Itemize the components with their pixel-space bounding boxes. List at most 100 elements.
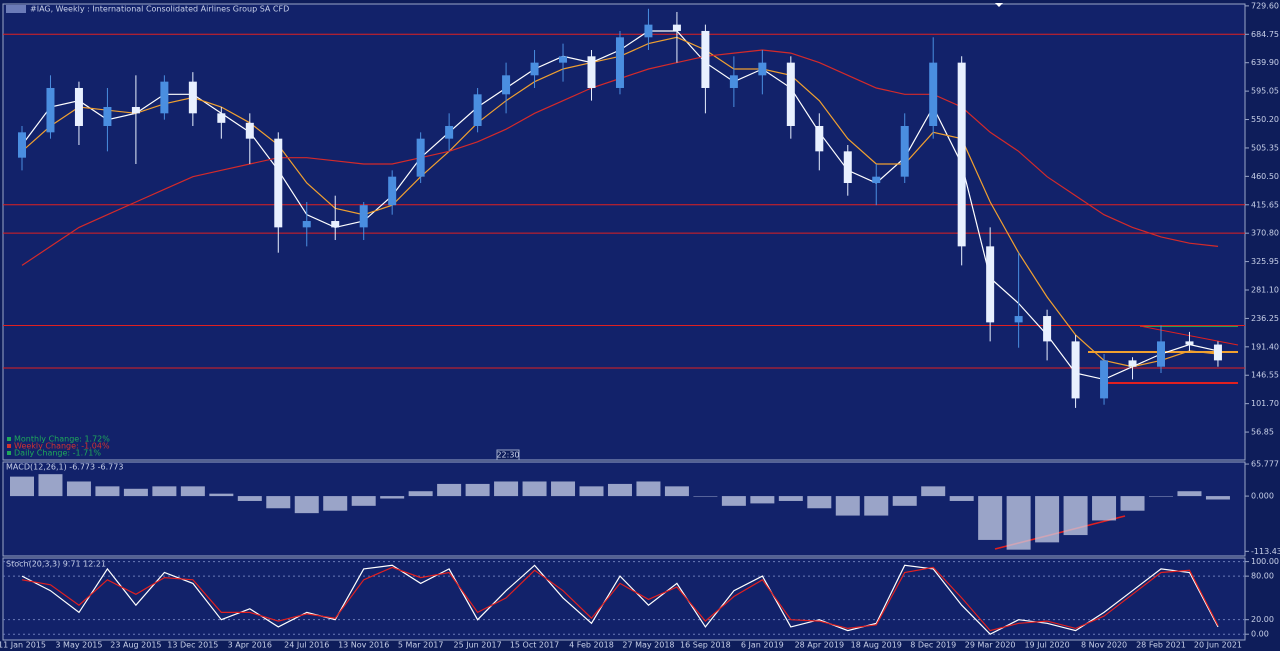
- x-tick-label: 3 Apr 2016: [228, 641, 272, 650]
- candle-body: [672, 24, 681, 31]
- y-tick-label: 595.05: [1251, 87, 1279, 96]
- y-tick-label: 281.10: [1251, 286, 1279, 295]
- info-bullet: [7, 444, 11, 448]
- histogram-bar: [750, 496, 775, 504]
- y-tick-label: 80.00: [1251, 572, 1274, 581]
- x-tick-label: 15 Oct 2017: [510, 641, 559, 650]
- histogram-bar: [778, 496, 803, 501]
- candle-body: [188, 81, 197, 114]
- x-tick-label: 6 Jan 2019: [741, 641, 784, 650]
- y-tick-label: 191.40: [1251, 342, 1279, 351]
- histogram-bar: [636, 481, 661, 497]
- shift-marker: [995, 3, 1003, 7]
- histogram-bar: [693, 496, 718, 497]
- histogram-bar: [323, 496, 348, 511]
- histogram-bar: [607, 483, 632, 497]
- histogram-bar: [949, 496, 974, 501]
- x-tick-label: 23 Aug 2015: [110, 641, 161, 650]
- candle-body: [758, 62, 767, 76]
- histogram-bar: [1149, 496, 1173, 497]
- price-panel: [2, 3, 1246, 461]
- candle-body: [957, 62, 966, 247]
- histogram-bar: [1006, 496, 1031, 550]
- y-tick-label: 101.70: [1251, 399, 1279, 408]
- candle-body: [359, 205, 368, 228]
- candle-body: [331, 221, 340, 228]
- histogram-bar: [209, 493, 234, 497]
- histogram-bar: [807, 496, 832, 509]
- candle-body: [302, 221, 311, 228]
- y-tick-label: 415.65: [1251, 200, 1279, 209]
- histogram-bar: [1177, 491, 1202, 497]
- histogram-bar: [664, 486, 689, 497]
- histogram-bar: [1205, 496, 1230, 500]
- histogram-bar: [152, 486, 177, 497]
- info-bullet: [7, 437, 11, 441]
- candle-body: [587, 56, 596, 88]
- y-tick-label: -113.432: [1251, 547, 1280, 556]
- x-tick-label: 11 Jan 2015: [0, 641, 46, 650]
- candle-body: [729, 75, 738, 88]
- x-tick-label: 8 Dec 2019: [910, 641, 956, 650]
- x-tick-label: 3 May 2015: [55, 641, 102, 650]
- x-tick-label: 27 May 2018: [622, 641, 674, 650]
- y-tick-label: 20.00: [1251, 615, 1274, 624]
- x-tick-label: 13 Nov 2016: [338, 641, 389, 650]
- candle-body: [245, 122, 254, 139]
- candle-body: [701, 30, 710, 88]
- candle-body: [445, 125, 454, 139]
- x-tick-label: 18 Aug 2019: [851, 641, 902, 650]
- stoch-line: [21, 564, 1219, 635]
- histogram-bar: [864, 496, 889, 516]
- panel-title: Stoch(20,3,3) 9.71 12.21: [6, 560, 106, 569]
- histogram-bar: [66, 481, 91, 497]
- x-tick-label: 16 Sep 2018: [680, 641, 731, 650]
- y-tick-label: 0.00: [1251, 630, 1269, 639]
- histogram-bar: [522, 481, 547, 497]
- x-tick-label: 25 Jun 2017: [454, 641, 502, 650]
- histogram-bar: [351, 496, 376, 506]
- candle-body: [530, 62, 539, 76]
- candle-body: [131, 106, 140, 114]
- histogram-bar: [892, 496, 917, 506]
- x-tick-label: 4 Feb 2018: [569, 641, 614, 650]
- histogram-bar: [95, 486, 120, 497]
- candle-body: [103, 106, 112, 126]
- histogram-bar: [408, 491, 433, 497]
- histogram-bar: [10, 476, 34, 497]
- y-tick-label: 146.55: [1251, 371, 1279, 380]
- x-tick-label: 19 Jul 2020: [1024, 641, 1069, 650]
- histogram-bar: [380, 496, 405, 499]
- candle-body: [46, 87, 55, 133]
- histogram-bar: [1092, 496, 1117, 521]
- candle-body: [986, 246, 995, 323]
- candle-body: [615, 37, 624, 88]
- y-tick-label: 370.80: [1251, 229, 1279, 238]
- candle-body: [388, 176, 397, 206]
- y-tick-label: 65.777: [1251, 460, 1279, 469]
- histogram-bar: [237, 496, 262, 501]
- candle-body: [1043, 316, 1052, 342]
- y-tick-label: 100.00: [1251, 557, 1279, 566]
- x-tick-label: 29 Mar 2020: [965, 641, 1016, 650]
- candle-body: [1014, 316, 1023, 323]
- time-label: 22:30: [496, 451, 519, 460]
- y-tick-label: 729.60: [1251, 1, 1279, 10]
- candle-body: [416, 138, 425, 177]
- candle-body: [815, 125, 824, 152]
- histogram-bar: [1120, 496, 1145, 511]
- histogram-bar: [437, 483, 462, 497]
- y-tick-label: 325.95: [1251, 257, 1279, 266]
- stoch-panel: [2, 557, 1246, 641]
- candle-body: [786, 62, 795, 126]
- histogram-bar: [123, 488, 148, 497]
- candle-body: [74, 87, 83, 126]
- x-tick-label: 24 Jul 2016: [284, 641, 329, 650]
- histogram-bar: [1063, 496, 1088, 536]
- y-tick-label: 56.85: [1251, 428, 1274, 437]
- candle-body: [872, 176, 881, 184]
- candle-body: [18, 132, 26, 158]
- candle-body: [559, 56, 568, 63]
- panel-title: MACD(12,26,1) -6.773 -6.773: [6, 463, 123, 472]
